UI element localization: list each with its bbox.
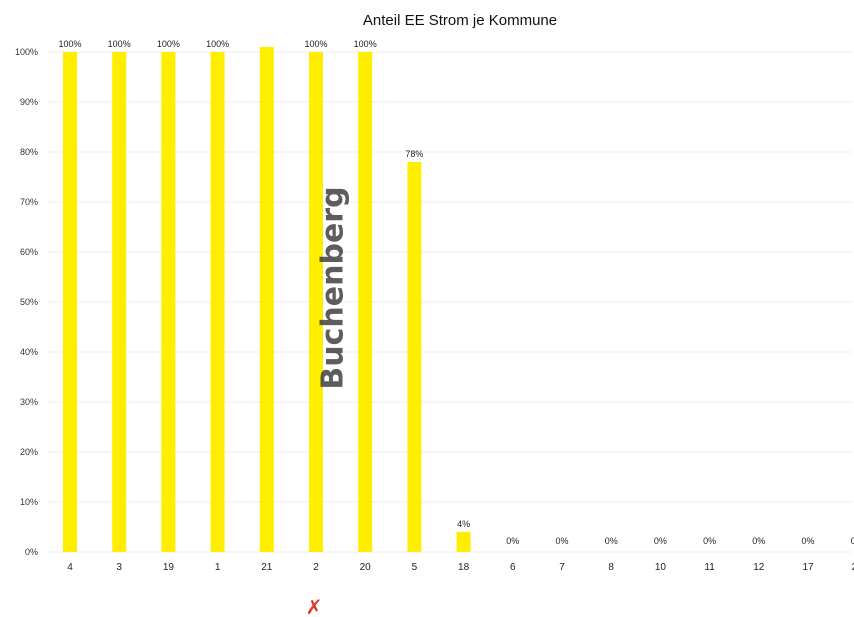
data-label: 100%: [206, 39, 229, 49]
data-label: 0%: [506, 536, 519, 546]
y-tick-label: 80%: [20, 147, 38, 157]
x-tick-label: 4: [67, 562, 73, 573]
x-tick-label: 2: [313, 562, 319, 573]
data-label: 4%: [457, 519, 470, 529]
x-tick-label: 5: [412, 562, 418, 573]
y-tick-label: 50%: [20, 297, 38, 307]
bar: [63, 52, 77, 552]
y-axis: 0% 10% 20% 30% 40% 50% 60% 70% 80% 90% 100%: [15, 47, 38, 557]
data-label: 0%: [752, 536, 765, 546]
x-axis: 4 3 19 1 21 2 20 5 18 6 7 8 10 11 12 17 23: [67, 562, 854, 573]
y-tick-label: 100%: [15, 47, 38, 57]
x-tick-label: 6: [510, 562, 516, 573]
data-label: 100%: [354, 39, 377, 49]
bar: [309, 52, 323, 552]
x-tick-label: 12: [753, 562, 765, 573]
x-tick-label: 7: [559, 562, 565, 573]
chart-title: Anteil EE Strom je Kommune: [363, 12, 557, 29]
bar: [407, 162, 422, 552]
y-tick-label: 0%: [25, 547, 38, 557]
data-label: 100%: [108, 39, 131, 49]
cross-mark: ✗: [306, 595, 323, 617]
x-tick-label: 17: [802, 562, 814, 573]
y-tick-label: 20%: [20, 447, 38, 457]
x-tick-label: 18: [458, 562, 470, 573]
x-tick-label: 8: [608, 562, 614, 573]
x-tick-label: 11: [704, 562, 715, 573]
gridlines: [48, 51, 852, 553]
bar: [161, 52, 176, 552]
data-label: 0%: [801, 536, 814, 546]
bar: [358, 52, 373, 552]
y-tick-label: 90%: [20, 97, 38, 107]
data-label: 100%: [58, 39, 81, 49]
bar: [456, 532, 471, 552]
x-tick-label: 20: [360, 562, 372, 573]
y-tick-label: 60%: [20, 247, 38, 257]
bar: [112, 52, 127, 552]
y-tick-label: 70%: [20, 197, 38, 207]
data-labels: 100% 100% 100% 100% 100% 100% 78% 4% 0% 0% 0% 0% 0% 0…: [58, 39, 854, 546]
x-tick-label: 10: [655, 562, 667, 573]
data-label: 78%: [405, 149, 423, 159]
y-tick-label: 30%: [20, 397, 38, 407]
data-label: 100%: [304, 39, 327, 49]
x-tick-label: 21: [261, 562, 273, 573]
x-tick-label: 23: [852, 562, 854, 573]
y-tick-label: 10%: [20, 497, 38, 507]
data-label: 0%: [654, 536, 667, 546]
x-tick-label: 19: [163, 562, 175, 573]
annotation-buchenberg: Buchenberg: [316, 186, 351, 389]
data-label: 0%: [703, 536, 716, 546]
data-label: 0%: [605, 536, 618, 546]
x-tick-label: 3: [116, 562, 122, 573]
bar: [259, 47, 274, 552]
y-tick-label: 40%: [20, 347, 38, 357]
data-label: 0%: [555, 536, 568, 546]
bars: [63, 47, 471, 552]
data-label: 0%: [851, 536, 854, 546]
bar: [210, 52, 225, 552]
x-tick-label: 1: [215, 562, 221, 573]
data-label: 100%: [157, 39, 180, 49]
